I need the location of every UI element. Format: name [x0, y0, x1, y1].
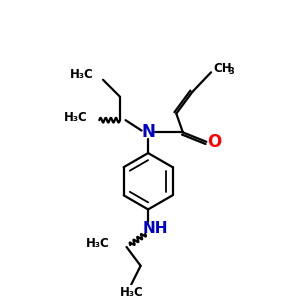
Text: H₃C: H₃C [70, 68, 94, 81]
Text: H₃C: H₃C [64, 111, 88, 124]
Text: NH: NH [143, 221, 168, 236]
Text: H₃C: H₃C [86, 237, 110, 250]
Text: 3: 3 [229, 67, 235, 76]
Text: H₃C: H₃C [120, 286, 144, 298]
Text: N: N [141, 123, 155, 141]
Text: CH: CH [213, 62, 232, 75]
Text: O: O [207, 133, 221, 151]
